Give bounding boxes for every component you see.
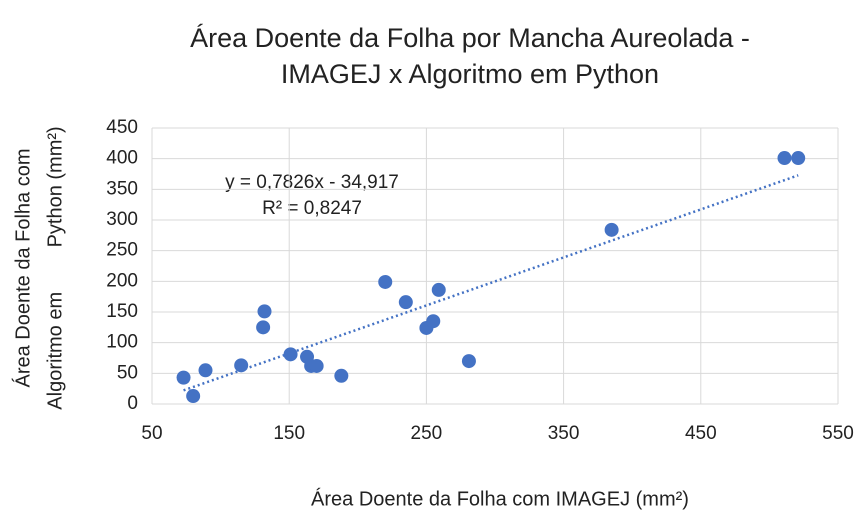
x-tick-label: 350 — [548, 423, 580, 444]
y-tick-label: 200 — [106, 270, 138, 291]
y-axis-label: Algoritmo em Python (mm²) — [44, 126, 66, 409]
y-tick-label: 250 — [106, 240, 138, 261]
data-point — [234, 358, 249, 373]
data-point — [431, 282, 446, 297]
data-point — [176, 370, 191, 385]
y-tick-label: 400 — [106, 148, 138, 169]
y-axis-label: Área Doente da Folha com — [11, 148, 34, 387]
x-tick-label: 450 — [685, 423, 717, 444]
data-point — [777, 151, 792, 166]
chart-title: IMAGEJ x Algoritmo em Python — [281, 59, 659, 89]
chart-title: Área Doente da Folha por Mancha Aureolad… — [190, 23, 750, 53]
data-point — [309, 358, 324, 373]
data-point — [334, 368, 349, 383]
data-point — [256, 320, 271, 335]
data-point — [398, 295, 413, 310]
x-tick-label: 550 — [822, 423, 854, 444]
data-point — [461, 354, 476, 369]
r-squared: R² = 0,8247 — [262, 198, 362, 219]
trendline-equation: y = 0,7826x - 34,917 — [225, 172, 399, 193]
y-tick-label: 350 — [106, 178, 138, 199]
trendline — [183, 174, 799, 392]
data-point — [283, 347, 298, 362]
data-point — [257, 304, 272, 319]
data-point — [791, 151, 806, 166]
y-tick-label: 50 — [117, 362, 138, 383]
y-tick-label: 0 — [127, 393, 138, 414]
y-tick-label: 300 — [106, 209, 138, 230]
y-tick-label: 100 — [106, 332, 138, 353]
y-tick-label: 450 — [106, 117, 138, 138]
data-point — [198, 363, 213, 378]
x-tick-label: 250 — [411, 423, 443, 444]
x-tick-label: 150 — [273, 423, 305, 444]
data-point — [186, 389, 201, 404]
x-tick-label: 50 — [141, 423, 162, 444]
data-point — [426, 314, 441, 329]
y-tick-label: 150 — [106, 301, 138, 322]
data-point — [604, 222, 619, 237]
x-axis-label: Área Doente da Folha com IMAGEJ (mm²) — [311, 487, 689, 510]
data-point — [378, 274, 393, 289]
